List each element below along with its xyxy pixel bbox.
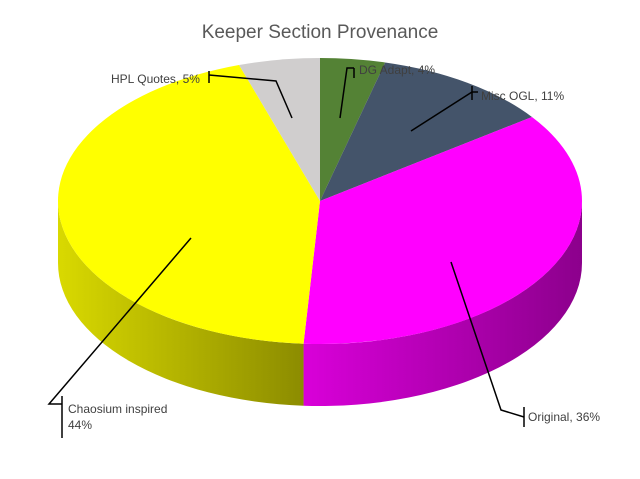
data-label-misc-ogl-value: 11% [534,89,564,103]
data-label-dg-adapt-name: DG Adapt [359,63,412,77]
leader-line-original [450,261,525,418]
pie-slice-misc-ogl [320,62,532,201]
data-label-original-value: 36% [569,410,600,424]
pie-slice-original [303,116,582,345]
data-label-hpl-quotes: HPL Quotes5% [111,71,200,87]
data-label-dg-adapt-value: 4% [411,63,435,77]
data-label-hpl-quotes-value: 5% [176,72,200,86]
pie-slice-hpl-quotes [239,58,320,201]
pie-slice-chaosium-inspired [57,65,320,344]
pie-slice-dg-adapt [320,58,386,201]
data-label-misc-ogl-name: Misc OGL [481,89,535,103]
data-label-chaosium-inspired: Chaosium inspired 44% [68,401,167,433]
leader-line-chaosium-inspired [47,237,192,405]
data-label-dg-adapt: DG Adapt4% [359,62,435,78]
data-label-chaosium-inspired-name: Chaosium inspired [68,402,168,416]
leader-line-hpl-quotes [208,74,293,119]
data-label-misc-ogl: Misc OGL11% [481,88,564,104]
data-label-chaosium-inspired-value: 44% [68,418,93,432]
pie-side-original [303,201,583,407]
leader-line-dg-adapt [339,67,354,119]
chart-title: Keeper Section Provenance [201,22,439,43]
data-label-hpl-quotes-name: HPL Quotes [111,72,176,86]
data-label-original: Original36% [528,409,600,425]
pie-side-chaosium-inspired [57,201,304,406]
data-label-original-name: Original [528,410,570,424]
